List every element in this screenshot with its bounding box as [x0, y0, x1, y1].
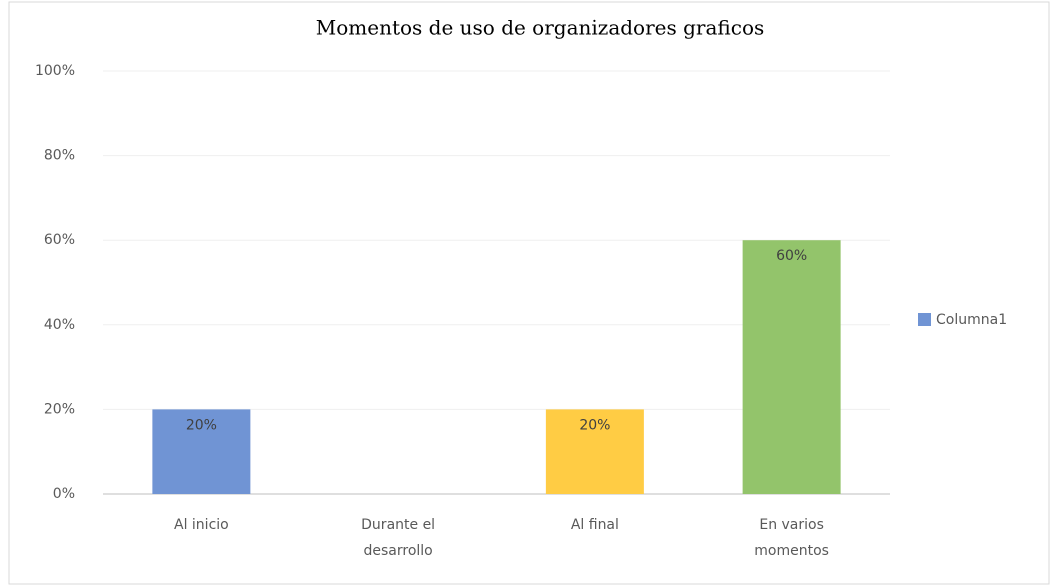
bar	[152, 409, 251, 494]
y-tick-label: 80%	[44, 148, 75, 164]
data-label: 20%	[579, 417, 610, 433]
bar	[742, 240, 841, 494]
data-label: 60%	[776, 248, 807, 264]
legend-swatch	[918, 313, 931, 326]
y-tick-label: 100%	[35, 63, 75, 79]
x-tick-label: Al final	[570, 517, 619, 533]
x-tick-label: Durante el desarrollo	[361, 517, 436, 559]
x-tick-label: En varios momentos	[754, 517, 829, 559]
y-tick-label: 20%	[44, 401, 75, 417]
bar	[545, 409, 644, 494]
x-tick-label: Al inicio	[174, 517, 229, 533]
y-tick-label: 60%	[44, 232, 75, 248]
y-tick-label: 0%	[53, 486, 75, 502]
chart-border	[8, 1, 1050, 585]
y-tick-label: 40%	[44, 317, 75, 333]
chart-title: Momentos de uso de organizadores grafico…	[316, 16, 765, 40]
data-label: 20%	[186, 417, 217, 433]
legend-label: Columna1	[936, 312, 1007, 328]
